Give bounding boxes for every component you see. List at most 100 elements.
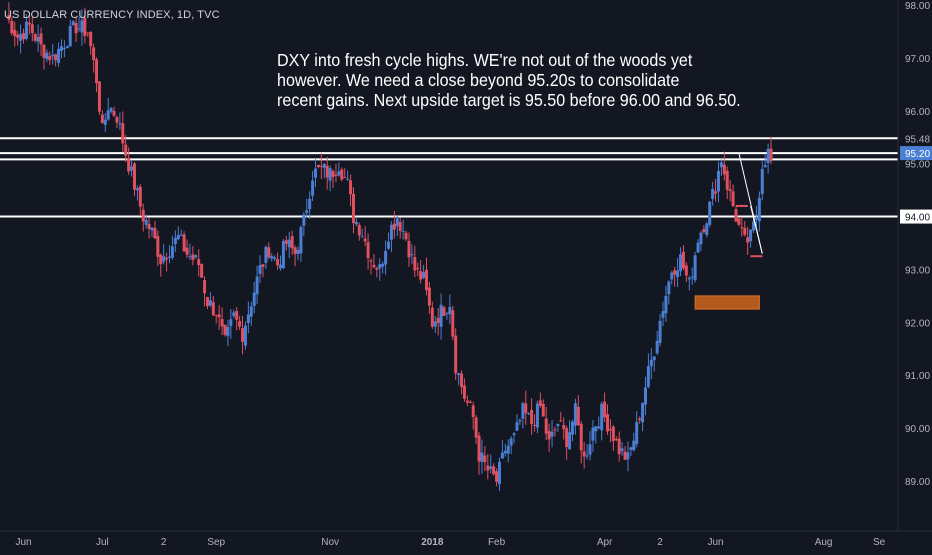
candle xyxy=(576,395,580,426)
candle-body xyxy=(401,231,405,233)
candle-body xyxy=(276,259,280,266)
candle-body xyxy=(582,451,586,457)
candle xyxy=(150,227,154,237)
candle xyxy=(711,181,715,206)
candle-body xyxy=(503,450,507,454)
candle xyxy=(649,348,653,380)
candle-body xyxy=(392,223,396,230)
candle-body xyxy=(422,272,426,278)
candle-body xyxy=(77,28,81,30)
candle-body xyxy=(197,259,201,266)
candle-body xyxy=(22,33,26,40)
candle xyxy=(92,43,96,73)
candle xyxy=(635,411,639,448)
candle xyxy=(217,305,221,330)
candle-body xyxy=(328,168,332,181)
candle xyxy=(401,219,405,240)
price-axis[interactable]: 98.00 97.00 96.00 92.00 91.00 90.00 89.00 95.48… xyxy=(897,0,932,530)
candle-body xyxy=(661,311,665,318)
candle xyxy=(357,222,361,241)
candle xyxy=(722,151,726,181)
candle-body xyxy=(562,424,566,430)
time-tick-label: Apr xyxy=(597,537,613,548)
time-tick-label: Jun xyxy=(707,537,723,548)
candle xyxy=(448,294,452,325)
candle xyxy=(427,281,431,314)
time-tick-label: 2 xyxy=(657,537,663,548)
candle xyxy=(608,419,612,443)
time-tick-label: 2 xyxy=(161,537,167,548)
candle xyxy=(681,245,685,271)
candle-body xyxy=(617,438,621,455)
candle-body xyxy=(308,198,312,210)
candle-body xyxy=(708,201,712,225)
candle-body xyxy=(132,163,136,190)
candle-body xyxy=(267,247,271,258)
candle-body xyxy=(404,232,408,240)
candle-body xyxy=(722,164,726,175)
price-label-bg xyxy=(900,146,932,161)
candle-body xyxy=(7,15,11,20)
candle xyxy=(57,42,61,68)
candle xyxy=(582,441,586,469)
candle xyxy=(521,401,525,429)
candle-body xyxy=(109,108,113,112)
candle xyxy=(594,425,598,444)
candle xyxy=(48,51,52,65)
candle-body xyxy=(565,428,569,447)
candle-body xyxy=(153,228,157,239)
candle xyxy=(278,255,282,271)
candle xyxy=(354,218,358,226)
candle-body xyxy=(407,240,411,258)
candle-body xyxy=(585,455,589,457)
candle xyxy=(556,423,560,433)
candle xyxy=(42,43,46,70)
candle-body xyxy=(658,320,662,343)
candle xyxy=(527,412,531,416)
candle-body xyxy=(127,157,131,172)
candle-body xyxy=(48,56,52,61)
candle xyxy=(325,156,329,190)
candle-body xyxy=(83,17,87,36)
candle xyxy=(33,32,37,43)
candle-body xyxy=(757,197,761,222)
candle-body xyxy=(255,276,259,295)
candle xyxy=(366,233,370,270)
candle-body xyxy=(676,270,680,278)
candle xyxy=(179,229,183,237)
candle xyxy=(191,246,195,266)
candle-body xyxy=(559,420,563,422)
annotation-text: DXY into fresh cycle highs. WE're not ou… xyxy=(277,50,792,110)
candle-body xyxy=(103,119,107,125)
candle-body xyxy=(518,420,522,422)
candle xyxy=(16,30,20,46)
candle-body xyxy=(641,402,645,423)
candle xyxy=(568,420,572,451)
candle-body xyxy=(410,254,414,256)
candle xyxy=(112,106,116,118)
time-tick-label: Aug xyxy=(815,537,833,548)
candle xyxy=(141,203,145,232)
price-tick-label: 92.00 xyxy=(905,318,930,329)
candle xyxy=(378,258,382,281)
candle xyxy=(387,232,391,250)
candle-body xyxy=(690,276,694,278)
candle-body xyxy=(287,239,291,248)
candle xyxy=(74,17,78,43)
candle xyxy=(296,246,300,261)
candle xyxy=(626,441,630,472)
time-axis[interactable]: Jun Jul 2 Sep Nov 2018 Feb Apr 2 Jun Aug Se xyxy=(0,530,932,548)
candle-body xyxy=(568,432,572,450)
candle-body xyxy=(349,180,353,195)
candle-body xyxy=(71,21,75,26)
candle xyxy=(477,432,481,475)
candle xyxy=(281,238,285,270)
annotation-line: DXY into fresh cycle highs. WE're not ou… xyxy=(277,50,693,70)
candle xyxy=(766,143,770,174)
candle xyxy=(97,81,101,115)
candle xyxy=(235,307,239,331)
candle xyxy=(273,255,277,262)
candle xyxy=(716,161,720,203)
candle-body xyxy=(258,265,262,274)
